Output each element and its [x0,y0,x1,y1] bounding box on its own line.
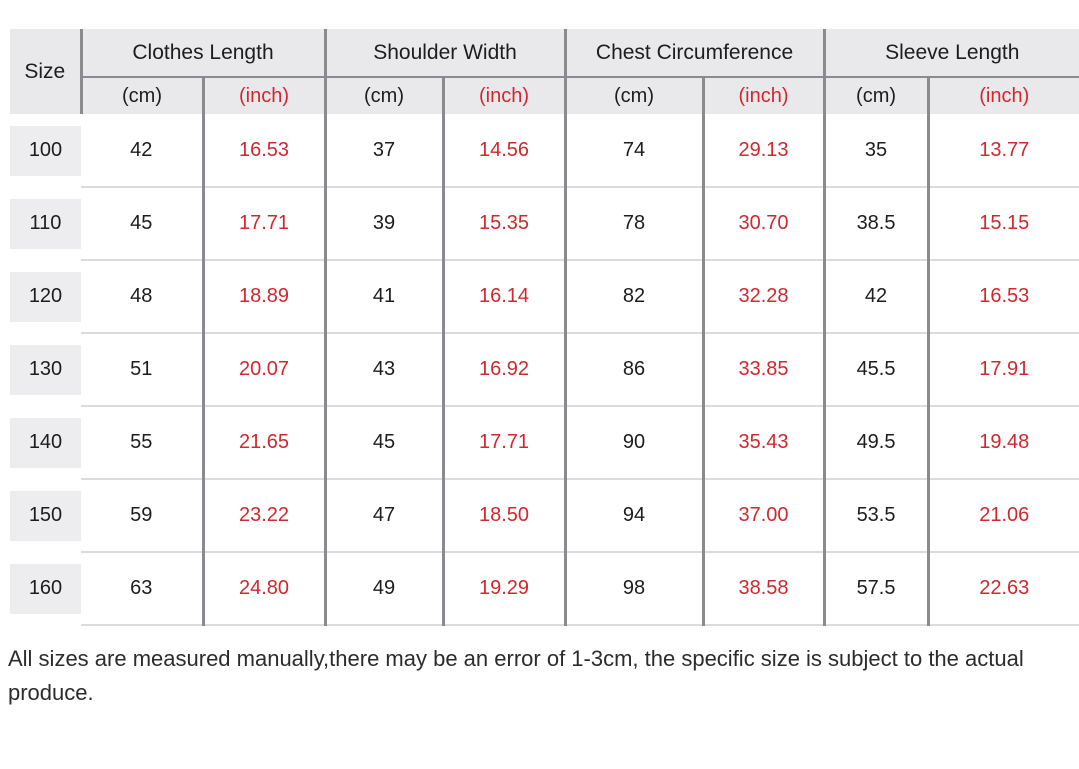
value-cell: 18.50 [443,479,567,553]
value-cell: 94 [565,479,705,553]
unit-header-sleeve-cm: (cm) [824,77,930,114]
value-cell: 49 [325,552,445,626]
table-row-110: 110 45 17.71 39 15.35 78 30.70 38.5 15.1… [10,187,1079,261]
table-row-160: 160 63 24.80 49 19.29 98 38.58 57.5 22.6… [10,552,1079,626]
footer-note: All sizes are measured manually,there ma… [8,646,1024,705]
value-cell: 51 [81,333,205,407]
table-row-100: 100 42 16.53 37 14.56 74 29.13 35 13.77 [10,114,1079,188]
value-cell: 98 [565,552,705,626]
value-cell: 20.07 [203,333,327,407]
size-cell-wrapper: 100 [10,114,81,187]
unit-header-clothes-inch: (inch) [203,77,327,114]
value-cell: 35 [824,114,930,188]
value-cell: 17.71 [443,406,567,480]
size-chart-table: Size Clothes Length Shoulder Width Chest… [10,29,1079,626]
value-cell: 16.14 [443,260,567,334]
value-cell: 63 [81,552,205,626]
group-header-clothes-length: Clothes Length [81,29,327,78]
value-cell: 37 [325,114,445,188]
value-cell: 17.91 [928,333,1079,407]
size-cell-wrapper: 110 [10,187,81,260]
size-chart-page: Size Clothes Length Shoulder Width Chest… [0,29,1079,710]
size-cell: 120 [10,271,81,322]
value-cell: 24.80 [203,552,327,626]
header-row-groups: Size Clothes Length Shoulder Width Chest… [10,29,1079,114]
size-cell-wrapper: 160 [10,552,81,625]
value-cell: 45 [325,406,445,480]
unit-header-chest-inch: (inch) [703,77,826,114]
size-cell: 140 [10,417,81,468]
size-column-header: Size [10,29,83,114]
value-cell: 43 [325,333,445,407]
value-cell: 48 [81,260,205,334]
unit-header-chest-cm: (cm) [565,77,705,114]
value-cell: 38.5 [824,187,930,261]
value-cell: 86 [565,333,705,407]
value-cell: 42 [81,114,205,188]
table-row-140: 140 55 21.65 45 17.71 90 35.43 49.5 19.4… [10,406,1079,480]
value-cell: 15.35 [443,187,567,261]
value-cell: 78 [565,187,705,261]
value-cell: 55 [81,406,205,480]
size-cell: 110 [10,198,81,249]
unit-header-shoulder-cm: (cm) [325,77,445,114]
size-cell: 100 [10,125,81,176]
size-cell: 130 [10,344,81,395]
value-cell: 33.85 [703,333,826,407]
value-cell: 16.53 [203,114,327,188]
size-cell-wrapper: 120 [10,260,81,333]
value-cell: 17.71 [203,187,327,261]
value-cell: 45 [81,187,205,261]
value-cell: 15.15 [928,187,1079,261]
value-cell: 32.28 [703,260,826,334]
value-cell: 38.58 [703,552,826,626]
value-cell: 53.5 [824,479,930,553]
group-header-shoulder-width: Shoulder Width [325,29,567,78]
value-cell: 47 [325,479,445,553]
value-cell: 41 [325,260,445,334]
size-cell-wrapper: 150 [10,479,81,552]
value-cell: 13.77 [928,114,1079,188]
group-header-sleeve-length: Sleeve Length [824,29,1079,78]
table-row-130: 130 51 20.07 43 16.92 86 33.85 45.5 17.9… [10,333,1079,407]
value-cell: 37.00 [703,479,826,553]
value-cell: 74 [565,114,705,188]
value-cell: 16.53 [928,260,1079,334]
value-cell: 21.65 [203,406,327,480]
table-row-120: 120 48 18.89 41 16.14 82 32.28 42 16.53 [10,260,1079,334]
value-cell: 82 [565,260,705,334]
value-cell: 90 [565,406,705,480]
size-cell-wrapper: 140 [10,406,81,479]
value-cell: 45.5 [824,333,930,407]
size-cell-wrapper: 130 [10,333,81,406]
value-cell: 30.70 [703,187,826,261]
value-cell: 18.89 [203,260,327,334]
unit-header-clothes-cm: (cm) [81,77,205,114]
value-cell: 59 [81,479,205,553]
group-header-chest-circumference: Chest Circumference [565,29,826,78]
value-cell: 22.63 [928,552,1079,626]
value-cell: 19.29 [443,552,567,626]
value-cell: 57.5 [824,552,930,626]
value-cell: 42 [824,260,930,334]
size-cell: 160 [10,563,81,614]
value-cell: 35.43 [703,406,826,480]
table-row-150: 150 59 23.22 47 18.50 94 37.00 53.5 21.0… [10,479,1079,553]
value-cell: 16.92 [443,333,567,407]
value-cell: 14.56 [443,114,567,188]
value-cell: 19.48 [928,406,1079,480]
unit-header-sleeve-inch: (inch) [928,77,1079,114]
header-row-units: (cm) (inch) (cm) (inch) (cm) (inch) (cm)… [10,77,1079,114]
value-cell: 21.06 [928,479,1079,553]
value-cell: 49.5 [824,406,930,480]
unit-header-shoulder-inch: (inch) [443,77,567,114]
value-cell: 23.22 [203,479,327,553]
size-cell: 150 [10,490,81,541]
value-cell: 39 [325,187,445,261]
value-cell: 29.13 [703,114,826,188]
